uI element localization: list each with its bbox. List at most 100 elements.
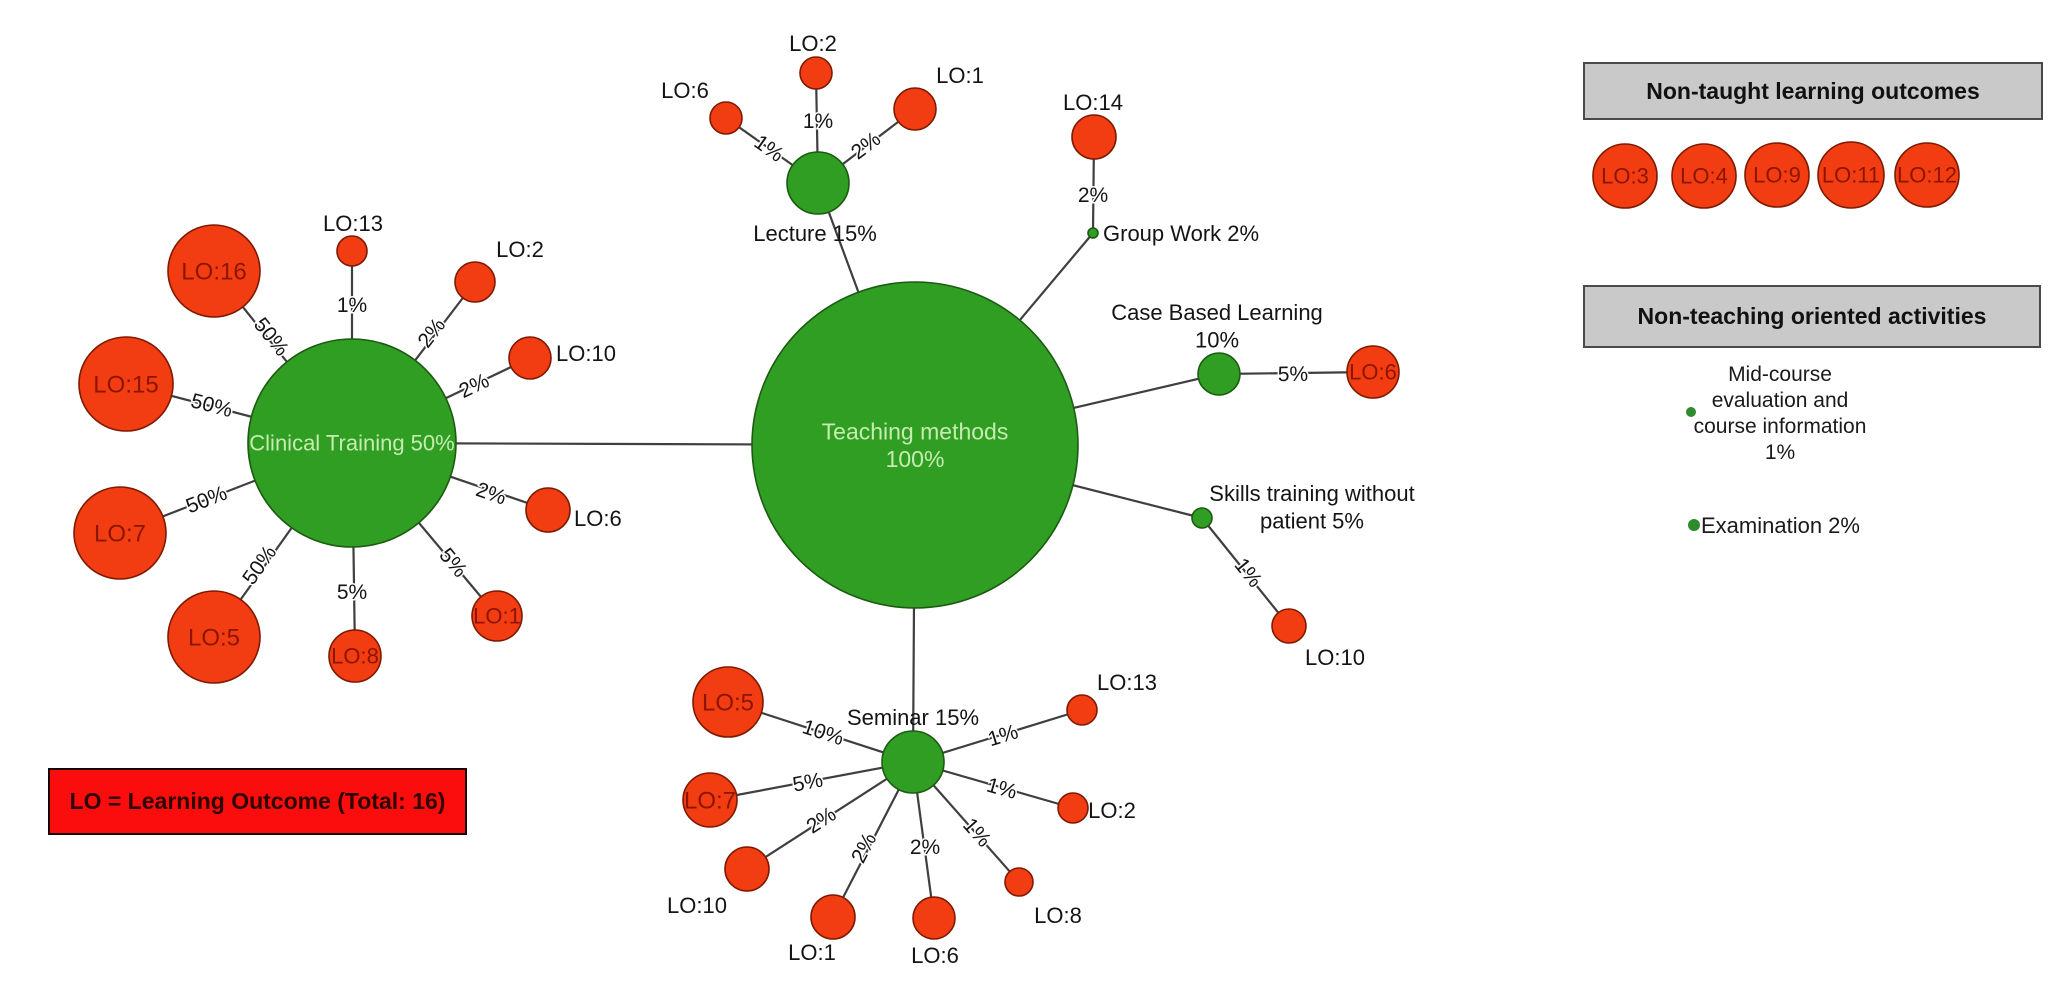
node-label-r4: LO:4 bbox=[1680, 164, 1728, 189]
node-m13 bbox=[1066, 694, 1098, 726]
node-c6 bbox=[525, 487, 571, 533]
node-label-teaching: Teaching methods 100% bbox=[822, 418, 1009, 472]
node-l1 bbox=[893, 87, 937, 131]
node-label-s10: LO:10 bbox=[1305, 645, 1365, 670]
node-label-c16: LO:16 bbox=[181, 258, 246, 285]
node-label-skills: Skills training without patient 5% bbox=[1209, 481, 1414, 534]
lo-legend-text: LO = Learning Outcome (Total: 16) bbox=[69, 788, 446, 814]
node-label-c10: LO:10 bbox=[556, 341, 616, 366]
non-taught-outcomes-title: Non-taught learning outcomes bbox=[1646, 77, 1980, 104]
node-label-r12: LO:12 bbox=[1897, 163, 1957, 188]
node-r9 bbox=[1744, 142, 1810, 208]
node-lecture bbox=[786, 151, 850, 215]
node-label-seminar: Seminar 15% bbox=[847, 705, 979, 730]
node-g14 bbox=[1071, 114, 1117, 160]
node-c15 bbox=[78, 336, 174, 432]
node-c2 bbox=[454, 261, 496, 303]
edge-percent-clinical-c8: 5% bbox=[337, 581, 367, 604]
edge-percent-clinical-c10: 2% bbox=[456, 369, 493, 403]
node-label-m2: LO:2 bbox=[1088, 798, 1136, 823]
edge-percent-seminar-m10: 2% bbox=[802, 803, 840, 839]
node-label-casebased: Case Based Learning 10% bbox=[1111, 300, 1323, 353]
edge-percent-seminar-m5: 10% bbox=[799, 715, 846, 750]
node-label-l2: LO:2 bbox=[789, 31, 837, 56]
node-label-m5: LO:5 bbox=[702, 689, 754, 716]
edge-percent-seminar-m6: 2% bbox=[910, 836, 940, 859]
node-label-groupwork: Group Work 2% bbox=[1103, 221, 1259, 246]
edge-skills-s10 bbox=[1201, 517, 1290, 627]
lo-legend-box: LO = Learning Outcome (Total: 16) bbox=[48, 768, 467, 835]
node-label-m13: LO:13 bbox=[1097, 670, 1157, 695]
node-label-c2: LO:2 bbox=[496, 237, 544, 262]
node-label-l1: LO:1 bbox=[936, 63, 984, 88]
edge-percent-lecture-l6: 1% bbox=[750, 131, 788, 167]
node-c5 bbox=[167, 590, 261, 684]
non-taught-outcomes-header: Non-taught learning outcomes bbox=[1583, 62, 2043, 120]
edge-percent-clinical-c13: 1% bbox=[337, 294, 367, 317]
node-label-m8: LO:8 bbox=[1034, 903, 1082, 928]
node-m10 bbox=[724, 846, 770, 892]
examination-label: Examination 2% bbox=[1701, 513, 1860, 538]
node-m6 bbox=[912, 896, 956, 940]
edge-percent-seminar-m7: 5% bbox=[791, 769, 825, 797]
node-s10 bbox=[1271, 608, 1307, 644]
node-label-r3: LO:3 bbox=[1601, 164, 1649, 189]
node-label-m1: LO:1 bbox=[788, 940, 836, 965]
node-label-lecture: Lecture 15% bbox=[753, 221, 877, 246]
edge-percent-seminar-m13: 1% bbox=[985, 720, 1021, 751]
edge-percent-clinical-c2: 2% bbox=[413, 314, 450, 352]
edge-percent-clinical-c5: 50% bbox=[238, 541, 281, 589]
edge-percent-groupwork-g14: 2% bbox=[1078, 184, 1108, 207]
node-label-c6: LO:6 bbox=[574, 506, 622, 531]
node-l6 bbox=[709, 101, 743, 135]
node-c13 bbox=[336, 235, 368, 267]
node-r12 bbox=[1894, 142, 1960, 208]
edge-percent-casebased-cb6: 5% bbox=[1278, 363, 1309, 386]
node-casebased bbox=[1197, 352, 1241, 396]
edge-seminar-m10 bbox=[746, 761, 914, 870]
mid-course-dot-icon bbox=[1686, 407, 1696, 417]
node-label-m7: LO:7 bbox=[684, 787, 736, 814]
edge-percent-lecture-l2: 1% bbox=[803, 110, 833, 133]
node-c8 bbox=[328, 629, 382, 683]
node-skills bbox=[1191, 507, 1213, 529]
edge-percent-clinical-c15: 50% bbox=[188, 389, 234, 422]
node-label-l6: LO:6 bbox=[661, 78, 709, 103]
edge-percent-lecture-l1: 2% bbox=[847, 127, 885, 164]
node-teaching bbox=[751, 281, 1079, 609]
edge-percent-seminar-m2: 1% bbox=[984, 774, 1020, 804]
node-label-c7: LO:7 bbox=[94, 520, 146, 547]
node-c10 bbox=[508, 336, 552, 380]
node-m5 bbox=[692, 666, 764, 738]
node-clinical bbox=[247, 338, 457, 548]
mid-course-evaluation-label: Mid-course evaluation and course informa… bbox=[1693, 363, 1867, 464]
node-label-r9: LO:9 bbox=[1753, 163, 1801, 188]
node-label-g14: LO:14 bbox=[1063, 90, 1123, 115]
node-label-r11: LO:11 bbox=[1822, 163, 1880, 188]
node-c16 bbox=[167, 224, 261, 318]
non-teaching-activities-header: Non-teaching oriented activities bbox=[1583, 285, 2041, 348]
node-groupwork bbox=[1087, 227, 1099, 239]
node-label-c5: LO:5 bbox=[188, 624, 240, 651]
node-label-c15: LO:15 bbox=[93, 371, 158, 398]
node-label-c1: LO:1 bbox=[473, 604, 521, 629]
node-c1 bbox=[471, 590, 523, 642]
node-label-m6: LO:6 bbox=[911, 943, 959, 968]
edge-seminar-m7 bbox=[709, 760, 914, 802]
node-m8 bbox=[1004, 867, 1034, 897]
node-label-cb6: LO:6 bbox=[1349, 360, 1397, 385]
node-cb6 bbox=[1346, 345, 1400, 399]
non-teaching-activities-title: Non-teaching oriented activities bbox=[1637, 303, 1987, 329]
node-seminar bbox=[881, 730, 945, 794]
node-label-clinical: Clinical Training 50% bbox=[249, 431, 454, 456]
node-m1 bbox=[810, 894, 856, 940]
node-r3 bbox=[1592, 143, 1658, 209]
examination-dot-icon bbox=[1688, 519, 1700, 531]
node-m7 bbox=[682, 772, 738, 828]
node-label-c8: LO:8 bbox=[331, 644, 379, 669]
node-label-m10: LO:10 bbox=[667, 893, 727, 918]
edge-percent-clinical-c7: 50% bbox=[183, 482, 231, 519]
node-label-c13: LO:13 bbox=[323, 211, 383, 236]
